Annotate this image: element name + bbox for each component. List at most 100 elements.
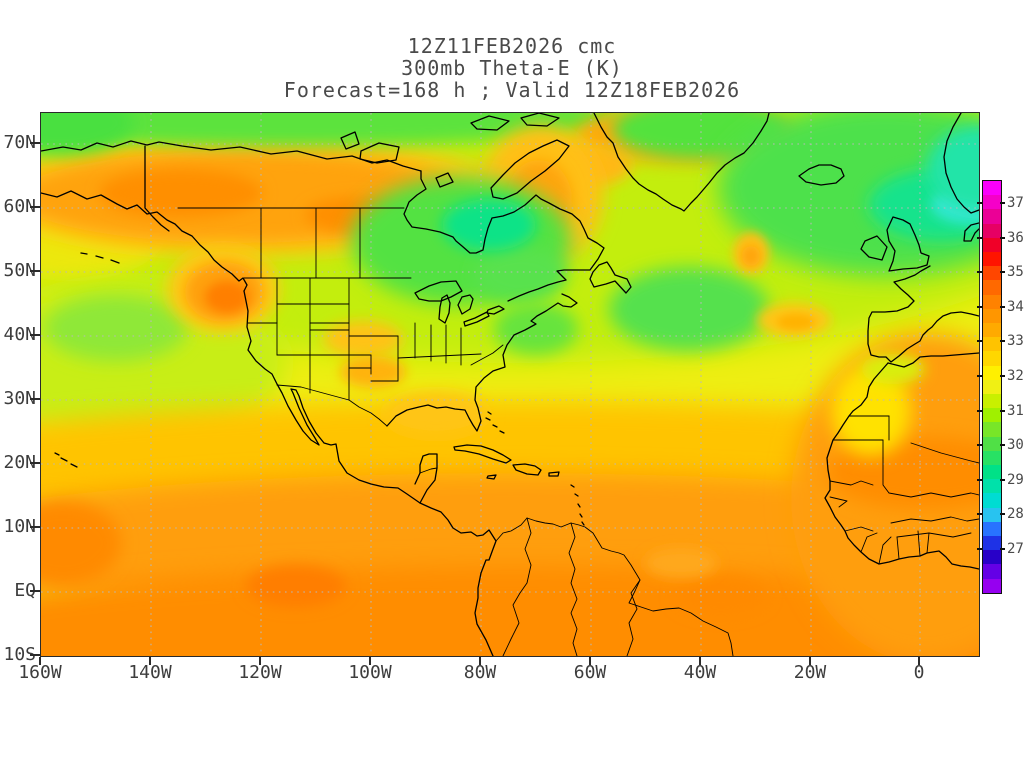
colorbar-tick bbox=[1000, 236, 1005, 239]
y-axis-tick bbox=[30, 590, 40, 592]
colorbar-segment bbox=[983, 564, 1001, 579]
x-axis-label-80W: 80W bbox=[463, 662, 497, 683]
field-blob bbox=[645, 548, 717, 578]
x-axis-tick bbox=[918, 657, 920, 665]
colorbar-segment bbox=[983, 252, 1001, 267]
colorbar-tick bbox=[977, 305, 982, 308]
field-blob bbox=[494, 303, 578, 355]
y-axis-label-70N: 70N bbox=[3, 132, 36, 153]
field-blob bbox=[323, 321, 403, 357]
x-axis-label-160W: 160W bbox=[18, 662, 62, 683]
colorbar-label-336: 336 bbox=[1007, 333, 1024, 350]
x-axis-tick bbox=[809, 657, 811, 665]
x-axis-tick bbox=[149, 657, 151, 665]
y-axis-tick bbox=[30, 206, 40, 208]
field-blob bbox=[41, 113, 134, 155]
colorbar-segment bbox=[983, 379, 1001, 395]
x-axis-tick bbox=[699, 657, 701, 665]
colorbar-tick bbox=[977, 478, 982, 481]
y-axis-label-30N: 30N bbox=[3, 388, 36, 409]
field-blob bbox=[674, 576, 768, 616]
colorbar-segment bbox=[983, 394, 1001, 409]
colorbar-segment bbox=[983, 465, 1001, 480]
colorbar-tick bbox=[1000, 305, 1005, 308]
colorbar-tick bbox=[1000, 202, 1005, 204]
colorbar-tick bbox=[977, 271, 982, 274]
colorbar-tick bbox=[977, 513, 982, 516]
colorbar-segment bbox=[983, 181, 1001, 196]
y-axis-label-40N: 40N bbox=[3, 324, 36, 345]
colorbar-segment bbox=[983, 209, 1001, 224]
field-blob bbox=[384, 392, 488, 436]
colorbar-tick bbox=[977, 409, 982, 412]
colorbar-tick bbox=[977, 202, 982, 204]
colorbar-segment bbox=[983, 323, 1001, 338]
x-axis-label-0: 0 bbox=[913, 662, 925, 683]
field-blob bbox=[777, 314, 815, 330]
field-blob bbox=[41, 501, 121, 585]
colorbar-tick bbox=[1000, 375, 1005, 377]
x-axis-tick bbox=[259, 657, 261, 665]
field-blob bbox=[340, 356, 406, 388]
y-axis-tick bbox=[30, 654, 40, 656]
field-blob bbox=[609, 267, 769, 351]
y-axis-label-10N: 10N bbox=[3, 516, 36, 537]
field-blob bbox=[99, 169, 263, 217]
x-axis-tick bbox=[479, 657, 481, 665]
political-borders bbox=[144, 145, 979, 656]
y-axis-tick bbox=[30, 334, 40, 336]
colorbar-tick bbox=[1000, 548, 1005, 550]
colorbar-segment bbox=[983, 422, 1001, 437]
field-blob bbox=[475, 247, 567, 303]
colorbar-label-345: 345 bbox=[1007, 298, 1024, 315]
colorbar-segment bbox=[983, 536, 1001, 551]
y-axis-tick bbox=[30, 270, 40, 272]
colorbar-label-315: 315 bbox=[1007, 402, 1024, 419]
colorbar-segment bbox=[983, 436, 1001, 451]
colorbar-segment bbox=[983, 280, 1001, 295]
colorbar-label-354: 354 bbox=[1007, 264, 1024, 281]
title-variable: 300mb Theta-E (K) bbox=[401, 56, 623, 80]
colorbar-segment bbox=[983, 308, 1001, 324]
colorbar-segment bbox=[983, 337, 1001, 352]
graticule bbox=[41, 113, 979, 656]
contour-field-map bbox=[41, 113, 979, 656]
colorbar-segment bbox=[983, 450, 1001, 466]
colorbar-tick bbox=[977, 340, 982, 343]
colorbar-label-306: 306 bbox=[1007, 437, 1024, 454]
y-axis-label-10S: 10S bbox=[3, 644, 36, 665]
colorbar-segment bbox=[983, 408, 1001, 423]
colorbar-tick bbox=[977, 375, 982, 377]
colorbar-segment bbox=[983, 195, 1001, 210]
y-axis-tick bbox=[30, 142, 40, 144]
x-axis-label-40W: 40W bbox=[683, 662, 717, 683]
map-plot-area bbox=[40, 112, 980, 657]
colorbar-segment bbox=[983, 550, 1001, 565]
field-blob bbox=[246, 565, 346, 607]
colorbar-segment bbox=[983, 479, 1001, 494]
colorbar-tick bbox=[1000, 478, 1005, 481]
x-axis-tick bbox=[369, 657, 371, 665]
x-axis-tick bbox=[39, 657, 41, 665]
y-axis-label-EQ: EQ bbox=[14, 580, 36, 601]
colorbar-label-375: 375 bbox=[1007, 195, 1024, 211]
field-blob bbox=[861, 354, 925, 384]
x-axis-label-20W: 20W bbox=[793, 662, 827, 683]
title-forecast-valid: Forecast=168 h ; Valid 12Z18FEB2026 bbox=[283, 78, 741, 102]
field-blob bbox=[742, 246, 760, 266]
coastlines bbox=[41, 113, 979, 656]
colorbar-segment bbox=[983, 351, 1001, 366]
colorbar-segment bbox=[983, 578, 1001, 593]
colorbar-segment bbox=[983, 493, 1001, 508]
y-axis-tick bbox=[30, 526, 40, 528]
colorbar-tick bbox=[1000, 513, 1005, 516]
x-axis-label-120W: 120W bbox=[238, 662, 282, 683]
x-axis-label-60W: 60W bbox=[573, 662, 607, 683]
y-axis-label-50N: 50N bbox=[3, 260, 36, 281]
y-axis-tick bbox=[30, 462, 40, 464]
colorbar-tick bbox=[1000, 340, 1005, 343]
field-blob bbox=[205, 281, 249, 313]
colorbar-label-276: 276 bbox=[1007, 541, 1024, 557]
y-axis-label-60N: 60N bbox=[3, 196, 36, 217]
